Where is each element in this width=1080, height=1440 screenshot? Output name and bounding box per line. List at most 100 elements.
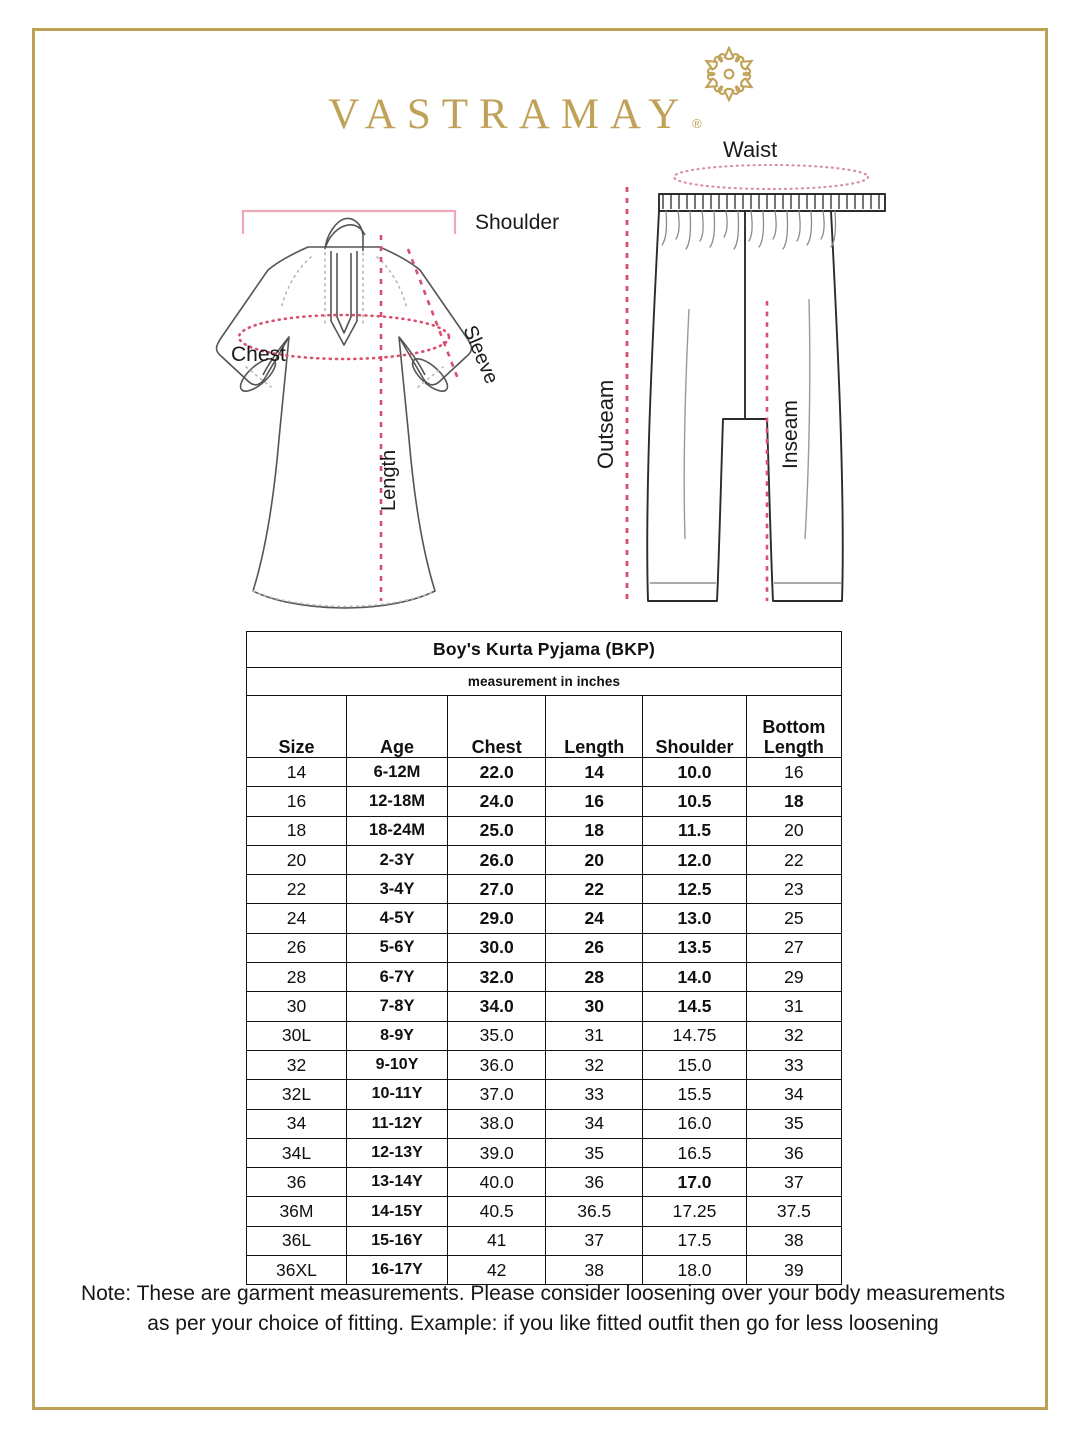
cell-length: 24 bbox=[545, 903, 644, 934]
table-row: 36L 15-16Y 41 37 17.5 38 bbox=[246, 1225, 843, 1257]
table-row: 32 9-10Y 36.0 32 15.0 33 bbox=[246, 1049, 843, 1081]
table-row: 36XL 16-17Y 42 38 18.0 39 bbox=[246, 1255, 843, 1286]
cell-chest: 36.0 bbox=[447, 1049, 547, 1081]
label-chest: Chest bbox=[231, 343, 286, 366]
cell-age: 14-15Y bbox=[345, 1196, 449, 1227]
pyjama-waistband-notches bbox=[662, 195, 880, 209]
cell-length: 37 bbox=[545, 1225, 644, 1257]
column-header-bottom-length: Bottom Length bbox=[745, 695, 843, 758]
cell-length: 36 bbox=[545, 1167, 644, 1198]
label-length: Length bbox=[378, 450, 400, 511]
cell-size: 34 bbox=[246, 1108, 347, 1139]
chest-measure-ellipse bbox=[237, 313, 451, 361]
cell-age: 5-6Y bbox=[345, 932, 449, 964]
table-row: 30L 8-9Y 35.0 31 14.75 32 bbox=[246, 1020, 843, 1051]
cell-bottom-length: 27 bbox=[745, 932, 843, 964]
cell-size: 26 bbox=[246, 932, 347, 964]
cell-length: 32 bbox=[545, 1049, 644, 1081]
cell-age: 16-17Y bbox=[345, 1255, 449, 1286]
label-outseam: Outseam bbox=[593, 380, 618, 469]
table-subtitle: measurement in inches bbox=[246, 667, 842, 696]
cell-shoulder: 11.5 bbox=[642, 815, 747, 846]
cell-bottom-length: 22 bbox=[745, 844, 843, 876]
cell-size: 16 bbox=[246, 786, 347, 817]
cell-chest: 41 bbox=[447, 1225, 547, 1257]
cell-age: 2-3Y bbox=[345, 844, 449, 876]
cell-shoulder: 12.0 bbox=[642, 844, 747, 876]
cell-age: 18-24M bbox=[345, 815, 449, 846]
cell-size: 28 bbox=[246, 962, 347, 993]
cell-bottom-length: 36 bbox=[745, 1137, 843, 1169]
size-chart-table-container: Boy's Kurta Pyjama (BKP) measurement in … bbox=[246, 631, 843, 1286]
cell-chest: 40.0 bbox=[447, 1167, 547, 1198]
cell-length: 16 bbox=[545, 786, 644, 817]
cell-shoulder: 17.25 bbox=[642, 1196, 747, 1227]
cell-shoulder: 18.0 bbox=[642, 1255, 747, 1286]
cell-chest: 42 bbox=[447, 1255, 547, 1286]
cell-bottom-length: 37 bbox=[745, 1167, 843, 1198]
cell-bottom-length: 33 bbox=[745, 1049, 843, 1081]
label-inseam: Inseam bbox=[779, 400, 802, 469]
cell-bottom-length: 39 bbox=[745, 1255, 843, 1286]
cell-length: 30 bbox=[545, 991, 644, 1022]
cell-bottom-length: 23 bbox=[745, 874, 843, 905]
table-title-row: Boy's Kurta Pyjama (BKP) bbox=[246, 631, 842, 668]
table-title: Boy's Kurta Pyjama (BKP) bbox=[246, 631, 842, 668]
cell-chest: 25.0 bbox=[447, 815, 547, 846]
table-row: 20 2-3Y 26.0 20 12.0 22 bbox=[246, 844, 843, 876]
cell-age: 9-10Y bbox=[345, 1049, 449, 1081]
shoulder-measure-bracket bbox=[241, 209, 457, 234]
cell-size: 14 bbox=[246, 756, 347, 788]
cell-shoulder: 10.5 bbox=[642, 786, 747, 817]
cell-size: 36L bbox=[246, 1225, 347, 1257]
cell-size: 32L bbox=[246, 1079, 347, 1110]
cell-length: 33 bbox=[545, 1079, 644, 1110]
table-row: 24 4-5Y 29.0 24 13.0 25 bbox=[246, 903, 843, 934]
table-row: 18 18-24M 25.0 18 11.5 20 bbox=[246, 815, 843, 846]
garment-diagram-svg: Shoulder Chest Sleeve Length bbox=[215, 139, 886, 609]
cell-shoulder: 14.0 bbox=[642, 962, 747, 993]
cell-age: 12-18M bbox=[345, 786, 449, 817]
cell-chest: 32.0 bbox=[447, 962, 547, 993]
cell-chest: 37.0 bbox=[447, 1079, 547, 1110]
cell-bottom-length: 16 bbox=[745, 756, 843, 788]
page-border-frame: VASTRAMAY ® bbox=[32, 28, 1048, 1410]
cell-shoulder: 16.0 bbox=[642, 1108, 747, 1139]
cell-bottom-length: 25 bbox=[745, 903, 843, 934]
cell-size: 30L bbox=[246, 1020, 347, 1051]
cell-shoulder: 10.0 bbox=[642, 756, 747, 788]
cell-length: 14 bbox=[545, 756, 644, 788]
cell-chest: 22.0 bbox=[447, 756, 547, 788]
cell-chest: 30.0 bbox=[447, 932, 547, 964]
cell-age: 10-11Y bbox=[345, 1079, 449, 1110]
cell-shoulder: 16.5 bbox=[642, 1137, 747, 1169]
label-sleeve: Sleeve bbox=[458, 322, 502, 387]
cell-size: 36M bbox=[246, 1196, 347, 1227]
cell-bottom-length: 29 bbox=[745, 962, 843, 993]
table-header-row: Size Age Chest Length Shoulder Bottom Le… bbox=[246, 695, 843, 758]
table-row: 28 6-7Y 32.0 28 14.0 29 bbox=[246, 962, 843, 993]
cell-bottom-length: 20 bbox=[745, 815, 843, 846]
cell-chest: 27.0 bbox=[447, 874, 547, 905]
cell-shoulder: 15.0 bbox=[642, 1049, 747, 1081]
column-header-size: Size bbox=[246, 695, 347, 758]
cell-length: 34 bbox=[545, 1108, 644, 1139]
table-subtitle-row: measurement in inches bbox=[246, 667, 842, 696]
cell-chest: 24.0 bbox=[447, 786, 547, 817]
cell-age: 13-14Y bbox=[345, 1167, 449, 1198]
cell-chest: 39.0 bbox=[447, 1137, 547, 1169]
cell-shoulder: 14.75 bbox=[642, 1020, 747, 1051]
cell-size: 20 bbox=[246, 844, 347, 876]
cell-bottom-length: 31 bbox=[745, 991, 843, 1022]
cell-age: 12-13Y bbox=[345, 1137, 449, 1169]
cell-age: 11-12Y bbox=[345, 1108, 449, 1139]
table-row: 34L 12-13Y 39.0 35 16.5 36 bbox=[246, 1137, 843, 1169]
cell-length: 35 bbox=[545, 1137, 644, 1169]
cell-age: 8-9Y bbox=[345, 1020, 449, 1051]
brand-header: VASTRAMAY ® bbox=[35, 43, 1045, 136]
cell-size: 30 bbox=[246, 991, 347, 1022]
label-waist: Waist bbox=[723, 139, 777, 162]
cell-shoulder: 14.5 bbox=[642, 991, 747, 1022]
cell-age: 3-4Y bbox=[345, 874, 449, 905]
note-line-2: as per your choice of fitting. Example: … bbox=[147, 1312, 939, 1336]
